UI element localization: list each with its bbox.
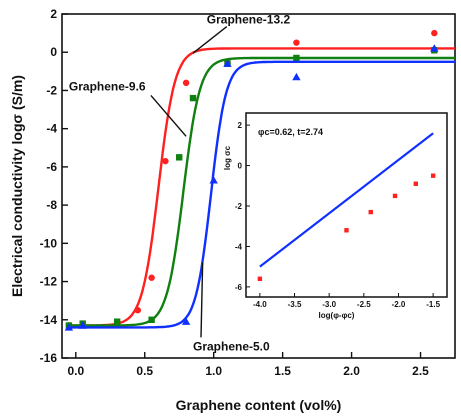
data-point	[113, 318, 121, 325]
inset-x-tick-label: -2.0	[392, 300, 406, 309]
data-point	[430, 44, 439, 52]
data-point	[64, 323, 74, 331]
y-tick-label: -8	[46, 198, 57, 212]
y-tick-label: -12	[40, 275, 58, 289]
inset-y-axis-title: log σc	[223, 145, 232, 170]
y-axis-title: Electrical conductivity logσ (S/m)	[9, 75, 25, 297]
x-tick-label: 0.0	[67, 364, 84, 378]
inset-y-tick-label: 0	[238, 162, 243, 171]
x-tick-label: 1.5	[274, 364, 291, 378]
data-point	[148, 274, 155, 281]
x-tick-label: 1.0	[205, 364, 222, 378]
inset-fit-params: φc=0.62, t=2.74	[258, 127, 323, 137]
data-point	[182, 79, 190, 87]
series-annotation: Graphene-5.0	[193, 339, 270, 353]
inset-data-point	[430, 173, 436, 178]
data-point	[134, 307, 142, 314]
inset-data-point	[368, 209, 373, 215]
inset-plot: -4.0 -3.5 -3.0 -2.5 -2.0 -1.5 2 0 -2 -4 -6 log(φ-φc…	[223, 112, 448, 320]
inset-x-tick-label: -4.0	[253, 300, 267, 309]
main-plot: 0.0 0.5 1.0 1.5 2.0 2.5 2 0 -2 -4 -6 -8 -10 -12 -14 -16…	[9, 7, 456, 413]
inset-y-tick-label: -4	[235, 242, 243, 251]
x-tick-label: 0.5	[136, 364, 153, 378]
data-point	[162, 157, 169, 165]
y-tick-label: -4	[46, 122, 57, 136]
y-tick-label: -2	[46, 83, 57, 97]
y-tick-label: -10	[40, 236, 58, 250]
fit-curve-2	[68, 60, 455, 329]
y-tick-label: 0	[50, 45, 57, 59]
x-axis-title: Graphene content (vol%)	[176, 397, 342, 413]
annotation-leader	[150, 94, 187, 137]
y-tick-label: -6	[46, 160, 57, 174]
main-plot-frame	[61, 13, 456, 359]
data-point	[189, 94, 197, 102]
inset-x-tick-label: -3.0	[322, 300, 336, 309]
inset-data-point	[257, 276, 263, 282]
inset-y-tick-label: 2	[238, 121, 243, 130]
series-annotation: Graphene-13.2	[207, 13, 291, 27]
annotation-leader	[192, 26, 228, 54]
series-2	[64, 44, 455, 331]
data-point	[431, 29, 438, 37]
inset-y-tick-label: -6	[235, 283, 243, 292]
annotation-leader	[200, 262, 204, 338]
inset-data-point	[344, 228, 349, 233]
data-point	[292, 72, 301, 81]
inset-x-tick-label: -2.5	[357, 300, 371, 309]
series-annotation: Graphene-9.6	[69, 79, 146, 93]
y-tick-label: 2	[50, 7, 57, 21]
data-point	[293, 39, 300, 46]
inset-frame	[245, 112, 448, 298]
data-point	[78, 321, 87, 329]
x-tick-label: 2.5	[412, 364, 429, 378]
inset-fit-line	[259, 132, 434, 268]
inset-data-point	[413, 181, 419, 186]
fit-curve-0	[68, 47, 455, 327]
x-tick-label: 2.0	[343, 364, 360, 378]
data-point	[181, 317, 191, 325]
data-point	[209, 176, 218, 184]
data-point	[148, 316, 155, 323]
inset-x-axis-title: log(φ-φc)	[319, 311, 355, 320]
inset-x-tick-label: -1.5	[426, 300, 440, 309]
data-point	[176, 154, 183, 161]
data-point	[223, 59, 232, 67]
y-tick-label: -14	[40, 313, 58, 327]
data-point	[293, 54, 300, 62]
inset-x-tick-label: -3.5	[288, 300, 302, 309]
inset-y-tick-label: -2	[235, 202, 243, 211]
fit-curve-1	[68, 56, 455, 327]
y-tick-label: -16	[40, 351, 58, 365]
inset-data-point	[392, 193, 398, 199]
